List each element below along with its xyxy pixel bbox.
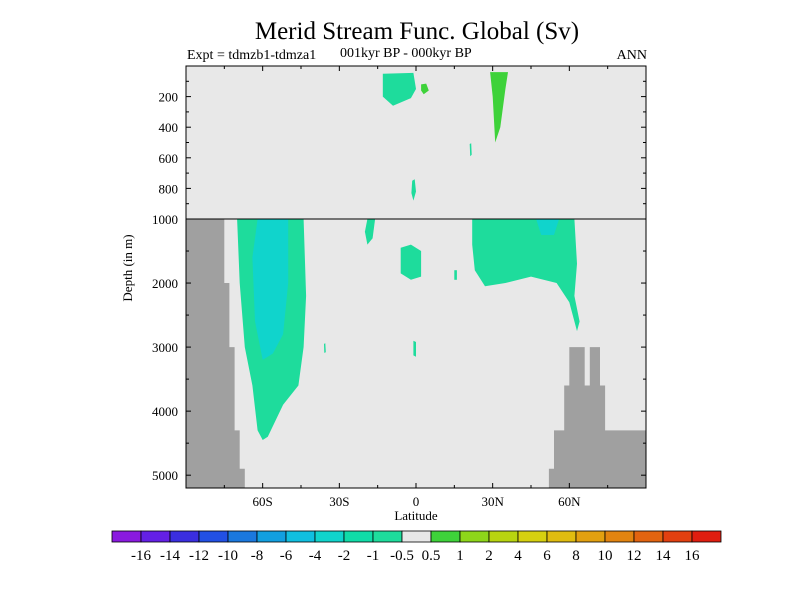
colorbar-label: 8 xyxy=(572,548,580,564)
land-mask-arctic-bottom xyxy=(548,347,646,488)
contour-region-upper-green-column-30N xyxy=(490,72,508,143)
chart-title: Merid Stream Func. Global (Sv) xyxy=(254,18,580,45)
colorbar-swatch xyxy=(140,530,171,543)
contour-region-teal-dot-eq-3000 xyxy=(413,340,416,357)
x-axis-title: Latitude xyxy=(394,508,438,523)
colorbar-label: -4 xyxy=(309,548,322,564)
contour-region-upper-teal-dot-800 xyxy=(411,179,416,201)
colorbar-swatch xyxy=(227,530,258,543)
colorbar-swatch xyxy=(372,530,403,543)
lower-y-tick-label: 3000 xyxy=(152,340,178,355)
colorbar-swatch xyxy=(198,530,229,543)
contour-region-upper-teal-dot-550 xyxy=(469,143,472,157)
colorbar-label: 1 xyxy=(456,548,464,564)
colorbar-label: -6 xyxy=(280,548,293,564)
time-range-label: 001kyr BP - 000kyr BP xyxy=(340,46,472,61)
colorbar-swatch xyxy=(575,530,606,543)
contour-region-upper-green-patch-small xyxy=(421,83,429,95)
colorbar-swatch xyxy=(488,530,519,543)
colorbar-label: -0.5 xyxy=(390,548,414,564)
upper-panel xyxy=(186,66,646,219)
colorbar-label: 10 xyxy=(598,548,613,564)
colorbar-swatch xyxy=(459,530,490,543)
upper-y-tick-label: 400 xyxy=(159,120,179,135)
contour-region-upper-teal-patch-tropics xyxy=(382,72,416,106)
x-tick-label: 30N xyxy=(481,494,504,509)
divider-y-tick-label: 1000 xyxy=(152,212,178,227)
lower-panel xyxy=(186,219,646,488)
colorbar-label: 16 xyxy=(685,548,701,564)
lower-y-tick-label: 2000 xyxy=(152,276,178,291)
colorbar-label: -1 xyxy=(367,548,380,564)
colorbar-label: -2 xyxy=(338,548,351,564)
x-tick-label: 30S xyxy=(329,494,349,509)
colorbar-label: -16 xyxy=(131,548,151,564)
season-label: ANN xyxy=(616,48,647,63)
lower-y-tick-label: 4000 xyxy=(152,404,178,419)
colorbar-swatch xyxy=(111,530,142,543)
colorbar-label: 12 xyxy=(627,548,642,564)
land-mask-antarctica-bottom xyxy=(186,219,245,488)
colorbar-label: -14 xyxy=(160,548,180,564)
contour-region-north-cell xyxy=(472,219,580,332)
upper-background xyxy=(186,66,646,219)
colorbar-swatch xyxy=(343,530,374,543)
upper-y-tick-label: 800 xyxy=(159,181,179,196)
colorbar-swatch xyxy=(517,530,548,543)
colorbar-label: 6 xyxy=(543,548,551,564)
upper-y-tick-label: 600 xyxy=(159,151,179,166)
upper-fills xyxy=(382,72,508,201)
colorbar-swatch xyxy=(633,530,664,543)
colorbar: -16 -14 -12 -10 -8 -6 -4 -2 -1 -0.5 0.5 1 2 4 6 8 10 12 14… xyxy=(111,530,722,564)
colorbar-label: -12 xyxy=(189,548,209,564)
colorbar-swatch xyxy=(256,530,287,543)
colorbar-swatch xyxy=(546,530,577,543)
colorbar-swatch xyxy=(285,530,316,543)
lower-fills xyxy=(186,219,646,488)
x-tick-label: 0 xyxy=(413,494,420,509)
colorbar-swatch xyxy=(691,530,722,543)
colorbar-label: 2 xyxy=(485,548,493,564)
colorbar-swatch xyxy=(604,530,635,543)
contour-region-teal-patch-20S xyxy=(364,219,376,245)
x-tick-label: 60N xyxy=(558,494,581,509)
colorbar-swatch xyxy=(430,530,461,543)
colorbar-label: 0.5 xyxy=(422,548,441,564)
contour-region-south-cell-core xyxy=(252,219,289,360)
y-axis-title: Depth (in m) xyxy=(120,234,135,301)
lower-y-tick-label: 5000 xyxy=(152,468,178,483)
contour-region-teal-patch-eq xyxy=(400,244,422,280)
colorbar-label: 4 xyxy=(514,548,522,564)
colorbar-swatch xyxy=(314,530,345,543)
contour-region-teal-dot-15N xyxy=(454,270,457,280)
contour-region-north-cell-core xyxy=(536,219,560,235)
x-tick-label: 60S xyxy=(253,494,273,509)
axes: 200 400 600 800 1000 2000 3000 4000 5000 60S 30S 0 3… xyxy=(120,65,647,523)
upper-y-tick-label: 200 xyxy=(159,90,179,105)
colorbar-swatch xyxy=(401,530,432,543)
colorbar-swatch xyxy=(169,530,200,543)
contour-region-teal-dot-3000 xyxy=(324,343,326,353)
colorbar-label: -8 xyxy=(251,548,264,564)
colorbar-swatch xyxy=(662,530,693,543)
experiment-label: Expt = tdmzb1-tdmza1 xyxy=(187,48,317,63)
colorbar-label: 14 xyxy=(656,548,672,564)
colorbar-label: -10 xyxy=(218,548,238,564)
